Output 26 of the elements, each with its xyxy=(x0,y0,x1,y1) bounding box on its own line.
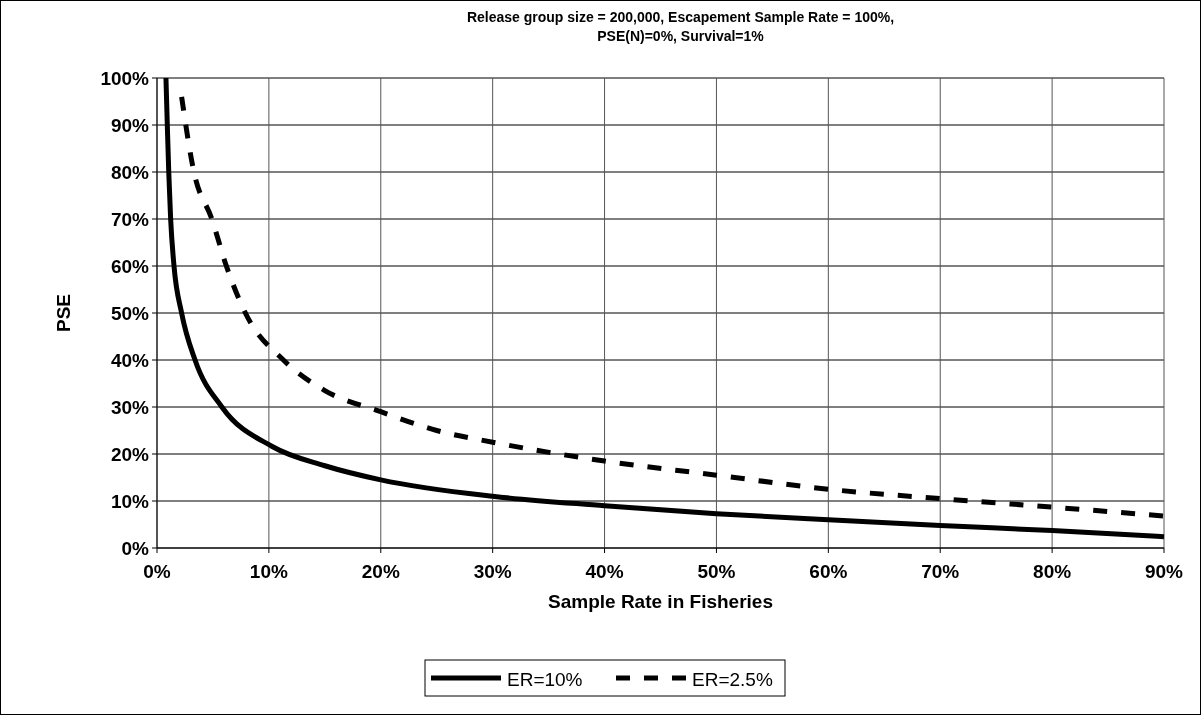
y-tick-label: 80% xyxy=(110,162,150,183)
y-tick-label: 50% xyxy=(110,303,150,324)
legend-label: ER=10% xyxy=(507,669,583,690)
y-tick-label: 100% xyxy=(100,68,150,89)
y-tick-label: 0% xyxy=(121,538,150,559)
y-tick-label: 90% xyxy=(110,115,150,136)
x-tick-label: 50% xyxy=(697,561,736,582)
x-tick-label: 10% xyxy=(249,561,289,582)
y-axis-title: PSE xyxy=(53,293,74,333)
x-tick-label: 70% xyxy=(921,561,960,582)
y-tick-label: 70% xyxy=(110,209,150,230)
y-tick-label: 60% xyxy=(110,256,150,277)
x-axis-title: Sample Rate in Fisheries xyxy=(548,591,773,612)
x-tick-label: 60% xyxy=(809,561,848,582)
chart-title: Release group size = 200,000, Escapement Sample Rate = 100%, PSE(N)=0%, Survival=1% xyxy=(466,9,895,44)
y-tick-label: 20% xyxy=(110,444,150,465)
x-tick-label: 80% xyxy=(1033,561,1072,582)
x-tick-label: 20% xyxy=(361,561,400,582)
y-tick-label: 30% xyxy=(110,397,150,418)
legend-label: ER=2.5% xyxy=(692,669,773,690)
y-tick-label: 40% xyxy=(110,350,150,371)
y-tick-label: 10% xyxy=(110,491,150,512)
x-tick-label: 90% xyxy=(1144,561,1184,582)
x-tick-label: 0% xyxy=(143,561,171,582)
x-tick-label: 30% xyxy=(473,561,512,582)
x-tick-label: 40% xyxy=(585,561,624,582)
